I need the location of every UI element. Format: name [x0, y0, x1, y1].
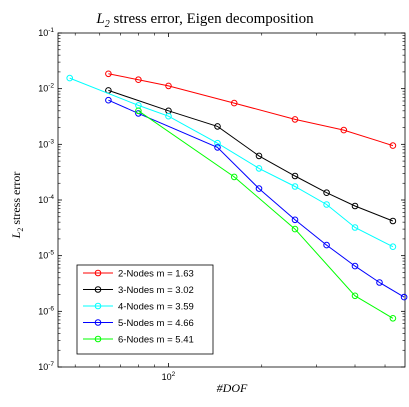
legend-label: 6-Nodes m = 5.41: [118, 335, 194, 346]
legend-item: 2-Nodes m = 1.63: [83, 269, 194, 280]
data-point: [291, 183, 299, 190]
chart-title: L2 stress error, Eigen decomposition: [95, 11, 314, 30]
legend-label: 3-Nodes m = 3.02: [118, 285, 194, 296]
series-line: [108, 99, 405, 298]
data-point: [389, 142, 397, 149]
legend-label: 5-Nodes m = 4.66: [118, 318, 194, 329]
legend-item: 4-Nodes m = 3.59: [83, 302, 194, 313]
y-tick-label: 10-3: [38, 138, 54, 149]
data-point: [135, 110, 142, 117]
legend-item: 5-Nodes m = 4.66: [83, 318, 194, 329]
x-tick-label: 102: [162, 371, 176, 382]
series-line: [108, 89, 394, 222]
data-point: [323, 241, 330, 249]
data-point: [351, 262, 359, 270]
series-line: [69, 77, 394, 248]
data-point: [214, 144, 221, 151]
data-point: [389, 243, 397, 250]
data-point: [291, 225, 299, 233]
data-point: [66, 74, 73, 82]
data-point: [230, 173, 238, 181]
legend-marker: [94, 269, 102, 277]
data-point: [323, 201, 330, 208]
data-point: [351, 202, 359, 210]
data-point: [230, 99, 238, 107]
legend: 2-Nodes m = 1.63 3-Nodes m = 3.02 4-Nodes …: [76, 264, 214, 355]
data-point: [389, 315, 397, 322]
series-6-nodes: [135, 107, 397, 322]
data-point: [376, 279, 383, 286]
series-4-nodes: [66, 74, 397, 250]
legend-item: 6-Nodes m = 5.41: [83, 335, 194, 346]
series-line: [138, 110, 394, 319]
data-point: [255, 152, 263, 160]
data-point: [351, 292, 359, 300]
data-point: [165, 82, 172, 90]
series-line: [108, 73, 394, 147]
data-point: [351, 224, 359, 231]
legend-marker: [94, 319, 102, 326]
y-tick-label: 10-7: [38, 361, 54, 372]
data-point: [105, 70, 112, 78]
legend-label: 4-Nodes m = 3.59: [118, 302, 194, 313]
data-point: [255, 185, 263, 192]
data-point: [340, 126, 348, 134]
y-tick-label: 10-4: [38, 194, 54, 205]
series-2-nodes: [105, 70, 397, 149]
data-point: [291, 172, 299, 180]
data-point: [105, 96, 112, 104]
series-3-nodes: [105, 87, 397, 225]
legend-marker: [94, 286, 102, 293]
y-tick-label: 10-1: [38, 27, 54, 38]
data-point: [389, 217, 397, 225]
legend-item: 3-Nodes m = 3.02: [83, 285, 194, 296]
y-tick-label: 10-5: [38, 250, 54, 261]
y-tick-label: 10-2: [38, 83, 54, 94]
legend-marker: [94, 302, 102, 310]
data-point: [214, 123, 221, 130]
data-point: [135, 107, 142, 115]
data-point: [291, 216, 299, 224]
data-point: [291, 116, 299, 123]
legend-label: 2-Nodes m = 1.63: [118, 269, 194, 280]
data-point: [165, 112, 172, 120]
y-axis-label: L2 stress error: [9, 172, 25, 240]
legend-marker: [94, 335, 102, 343]
axis-ticks: 10-7 10-6 10-5 10-4 10-3 10-2 10-1 102: [38, 27, 405, 382]
data-point: [255, 165, 263, 172]
x-axis-label: #DOF: [217, 381, 248, 395]
data-point: [323, 189, 330, 196]
series-5-nodes: [105, 96, 408, 301]
data-point: [400, 293, 408, 301]
y-tick-label: 10-6: [38, 305, 54, 316]
data-point: [214, 139, 221, 147]
series-layer: [66, 70, 408, 322]
data-point: [135, 76, 142, 83]
